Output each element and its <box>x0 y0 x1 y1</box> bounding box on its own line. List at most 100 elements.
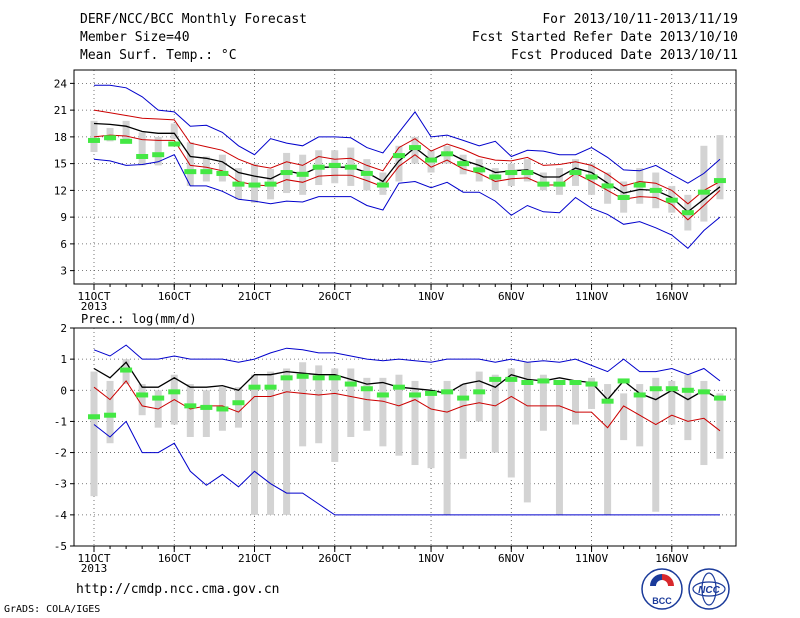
range-bar <box>684 374 692 441</box>
observed-marker <box>473 389 486 395</box>
series-max-line <box>93 344 721 382</box>
observed-marker <box>473 167 486 173</box>
observed-marker <box>457 161 470 167</box>
bcc-logo: BCC <box>641 568 683 610</box>
y-tick-label: 0 <box>60 384 67 397</box>
range-bar <box>315 365 323 444</box>
observed-marker <box>409 392 421 398</box>
observed-marker <box>280 170 293 176</box>
observed-marker <box>617 195 630 201</box>
series-min-line <box>93 420 720 516</box>
forecast-period: For 2013/10/11-2013/11/19 <box>542 12 738 27</box>
observed-marker <box>665 386 678 392</box>
range-bar <box>604 384 612 515</box>
series-p90-line <box>93 109 721 205</box>
range-bar <box>395 374 403 456</box>
range-bar <box>555 168 563 195</box>
range-bar <box>539 374 547 431</box>
x-tick-year: 2013 <box>81 300 108 313</box>
y-tick-label: 6 <box>60 238 67 251</box>
series-mean-line <box>93 361 721 401</box>
x-tick-label: 1NOV <box>418 552 445 565</box>
observed-marker <box>425 390 438 396</box>
range-bar <box>523 362 531 503</box>
y-tick-label: 15 <box>54 158 67 171</box>
observed-marker <box>441 389 454 395</box>
y-tick-label: 24 <box>54 77 68 90</box>
observed-marker <box>697 389 710 395</box>
x-tick-year: 2013 <box>81 562 108 575</box>
produced-date: Fcst Produced Date 2013/10/11 <box>511 48 738 63</box>
y-tick-label: 1 <box>60 353 67 366</box>
range-bar <box>202 156 210 182</box>
series-p10-line <box>93 380 721 432</box>
source-url[interactable]: http://cmdp.ncc.cma.gov.cn <box>76 582 280 597</box>
range-bar <box>411 136 419 164</box>
start-date: Fcst Started Refer Date 2013/10/10 <box>471 30 738 45</box>
x-tick-label: 26OCT <box>318 290 351 303</box>
x-tick-label: 16NOV <box>655 552 688 565</box>
series-mean-line <box>93 122 721 213</box>
observed-marker <box>360 386 373 392</box>
observed-marker <box>296 171 309 177</box>
observed-marker <box>136 153 149 159</box>
grads-credit: GrADS: COLA/IGES <box>4 604 101 615</box>
observed-marker <box>441 151 454 157</box>
observed-marker <box>232 400 245 406</box>
observed-marker <box>120 138 133 144</box>
observed-marker <box>537 181 550 187</box>
series-p10-line <box>93 134 721 221</box>
x-tick-label: 16NOV <box>655 290 688 303</box>
observed-marker <box>617 378 630 384</box>
y-tick-label: -4 <box>54 509 68 522</box>
y-tick-label: 21 <box>54 104 67 117</box>
range-bar <box>620 393 628 441</box>
observed-marker <box>248 182 261 188</box>
series-max-line <box>94 84 721 184</box>
observed-marker <box>312 375 325 381</box>
observed-marker <box>537 378 550 384</box>
observed-marker <box>328 162 341 168</box>
range-bar <box>218 154 226 182</box>
observed-marker <box>104 135 117 141</box>
observed-marker <box>649 386 662 392</box>
observed-marker <box>601 183 614 189</box>
range-bar <box>716 135 724 200</box>
observed-marker <box>505 170 518 176</box>
x-tick-label: 11OCT <box>77 290 110 303</box>
observed-marker <box>392 384 405 390</box>
observed-marker <box>200 404 213 410</box>
ncc-logo: NCC <box>688 568 730 610</box>
observed-marker <box>409 145 421 151</box>
observed-marker <box>200 169 213 175</box>
range-bar <box>395 145 403 182</box>
range-bar <box>539 172 547 191</box>
observed-marker <box>649 187 662 193</box>
observed-marker <box>392 153 405 159</box>
x-tick-label: 21OCT <box>238 290 271 303</box>
range-bar <box>234 387 242 428</box>
range-bar <box>427 390 435 469</box>
observed-marker <box>264 181 277 187</box>
y-tick-label: 2 <box>60 322 67 335</box>
y-tick-label: -3 <box>54 478 67 491</box>
y-axis-label: Prec.: log(mm/d) <box>81 312 197 326</box>
observed-marker <box>120 367 133 373</box>
range-bar <box>363 377 371 431</box>
range-bar <box>138 384 146 416</box>
observed-marker <box>88 414 100 420</box>
range-bar <box>202 390 210 437</box>
x-tick-label: 6NOV <box>498 552 525 565</box>
y-tick-label: 18 <box>54 131 67 144</box>
observed-marker <box>312 164 325 170</box>
observed-marker <box>489 376 502 382</box>
range-bar <box>700 380 708 466</box>
observed-marker <box>553 181 566 187</box>
plot-frame <box>73 327 737 547</box>
series-min-line <box>93 154 721 249</box>
range-bar <box>251 374 258 515</box>
observed-marker <box>681 210 694 216</box>
observed-marker <box>521 170 534 176</box>
